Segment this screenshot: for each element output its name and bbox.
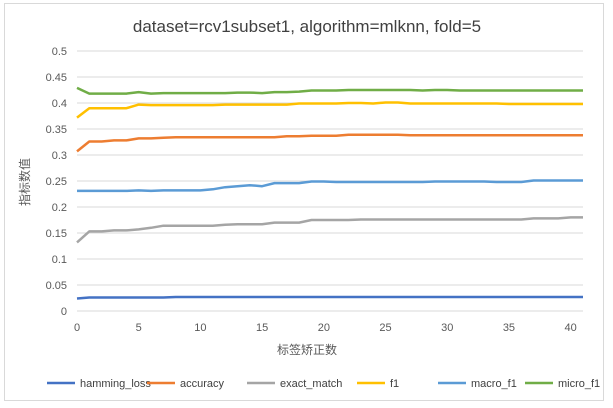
legend: hamming_loss accuracy exact_match f1 macro_f… (47, 378, 600, 390)
y-tick-label: 0.15 (46, 228, 67, 240)
x-tick-label: 0 (74, 322, 80, 334)
legend-label-macro_f1: macro_f1 (471, 378, 517, 390)
x-axis-ticks: 0 5 10 15 20 25 30 35 40 (74, 322, 577, 334)
series-line-macro_f1 (77, 179, 583, 193)
y-tick-label: 0.35 (46, 124, 67, 136)
legend-label-micro_f1: micro_f1 (558, 378, 600, 390)
y-tick-label: 0.45 (46, 72, 67, 84)
series-lines (76, 86, 583, 300)
x-tick-label: 5 (136, 322, 142, 334)
series-line-f1 (76, 101, 583, 119)
x-tick-label: 40 (565, 322, 577, 334)
x-tick-label: 35 (503, 322, 515, 334)
x-tick-label: 25 (379, 322, 391, 334)
legend-label-f1: f1 (390, 378, 399, 390)
chart-title: dataset=rcv1subset1, algorithm=mlknn, fo… (133, 17, 481, 36)
y-tick-label: 0.3 (52, 150, 67, 162)
y-tick-label: 0.5 (52, 46, 67, 58)
series-line-micro_f1 (76, 86, 583, 95)
y-tick-label: 0.05 (46, 280, 67, 292)
y-axis-title: 指标数值 (17, 158, 32, 206)
legend-label-accuracy: accuracy (180, 378, 225, 390)
y-tick-label: 0 (61, 306, 67, 318)
x-tick-label: 30 (441, 322, 453, 334)
y-tick-label: 0.2 (52, 202, 67, 214)
series-line-accuracy (76, 133, 583, 153)
legend-label-hamming_loss: hamming_loss (80, 378, 151, 390)
legend-label-exact_match: exact_match (280, 378, 342, 390)
chart-area: dataset=rcv1subset1, algorithm=mlknn, fo… (4, 3, 604, 401)
line-chart: dataset=rcv1subset1, algorithm=mlknn, fo… (17, 17, 600, 390)
x-tick-label: 15 (256, 322, 268, 334)
series-line-hamming_loss (76, 295, 583, 300)
y-tick-label: 0.1 (52, 254, 67, 266)
x-axis-title: 标签矫正数 (277, 342, 337, 357)
y-axis-ticks: 0 0.05 0.1 0.15 0.2 0.25 0.3 0.35 0.4 0.45 0.5 (46, 46, 67, 318)
y-tick-label: 0.4 (52, 98, 67, 110)
series-line-exact_match (76, 216, 583, 244)
x-tick-label: 20 (318, 322, 330, 334)
x-tick-label: 10 (194, 322, 206, 334)
y-tick-label: 0.25 (46, 176, 67, 188)
